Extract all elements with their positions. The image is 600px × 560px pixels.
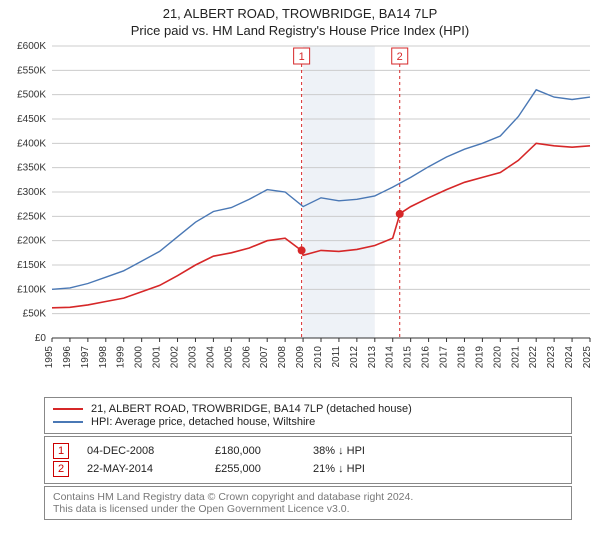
chart-title-line2: Price paid vs. HM Land Registry's House … (0, 23, 600, 38)
chart-title-line1: 21, ALBERT ROAD, TROWBRIDGE, BA14 7LP (0, 6, 600, 21)
x-tick-label: 2008 (277, 346, 288, 369)
x-tick-label: 2005 (223, 346, 234, 369)
x-tick-label: 2016 (421, 346, 432, 369)
y-tick-label: £50K (23, 309, 47, 320)
chart-area: £0 £50K £100K £150K £200K £250K £300K £350K £400… (0, 38, 600, 393)
y-tick-label: £600K (17, 41, 46, 52)
x-tick-label: 2012 (349, 346, 360, 369)
legend-item: HPI: Average price, detached house, Wilt… (53, 416, 563, 428)
x-tick-label: 2006 (241, 346, 252, 369)
x-tick-label: 2018 (456, 346, 467, 369)
event-delta: 21% ↓ HPI (313, 463, 413, 475)
x-tick-label: 2021 (510, 346, 521, 369)
event-price: £255,000 (215, 463, 295, 475)
legend-label: HPI: Average price, detached house, Wilt… (91, 416, 315, 428)
y-tick-label: £400K (17, 138, 46, 149)
legend-item: 21, ALBERT ROAD, TROWBRIDGE, BA14 7LP (d… (53, 403, 563, 415)
y-tick-label: £100K (17, 284, 46, 295)
footer-line1: Contains HM Land Registry data © Crown c… (53, 491, 563, 503)
y-tick-label: £200K (17, 236, 46, 247)
x-tick-label: 2014 (385, 346, 396, 369)
legend-box: 21, ALBERT ROAD, TROWBRIDGE, BA14 7LP (d… (44, 397, 572, 434)
x-tick-label: 2017 (439, 346, 450, 369)
x-tick-label: 2002 (170, 346, 181, 369)
x-tick-label: 2013 (367, 346, 378, 369)
x-tick-label: 2000 (134, 346, 145, 369)
legend-swatch (53, 421, 83, 423)
event-date: 22-MAY-2014 (87, 463, 197, 475)
y-tick-label: £150K (17, 260, 46, 271)
line-chart-svg: £0 £50K £100K £150K £200K £250K £300K £350K £400… (0, 38, 600, 388)
event-price: £180,000 (215, 445, 295, 457)
event-point (298, 246, 306, 254)
x-tick-label: 2019 (474, 346, 485, 369)
x-tick-label: 2024 (564, 346, 575, 369)
y-tick-label: £300K (17, 187, 46, 198)
legend-label: 21, ALBERT ROAD, TROWBRIDGE, BA14 7LP (d… (91, 403, 412, 415)
x-tick-label: 2022 (528, 346, 539, 369)
footer-line2: This data is licensed under the Open Gov… (53, 503, 563, 515)
x-tick-label: 1998 (98, 346, 109, 369)
chart-bg (0, 38, 600, 388)
events-box: 1 04-DEC-2008 £180,000 38% ↓ HPI 2 22-MA… (44, 436, 572, 484)
y-tick-label: £250K (17, 211, 46, 222)
event-marker-icon: 2 (53, 461, 69, 477)
x-tick-label: 2015 (403, 346, 414, 369)
x-tick-label: 2001 (152, 346, 163, 369)
y-tick-label: £450K (17, 114, 46, 125)
x-tick-label: 2009 (295, 346, 306, 369)
y-tick-label: £550K (17, 65, 46, 76)
footer-box: Contains HM Land Registry data © Crown c… (44, 486, 572, 520)
y-tick-label: £350K (17, 163, 46, 174)
x-tick-label: 2025 (582, 346, 593, 369)
x-tick-label: 2011 (331, 346, 342, 368)
chart-title-block: 21, ALBERT ROAD, TROWBRIDGE, BA14 7LP Pr… (0, 0, 600, 38)
event-point (396, 210, 404, 218)
x-tick-label: 1997 (80, 346, 91, 369)
event-row: 2 22-MAY-2014 £255,000 21% ↓ HPI (53, 461, 563, 477)
x-tick-label: 1996 (62, 346, 73, 369)
x-tick-label: 2004 (205, 346, 216, 369)
x-tick-label: 2003 (187, 346, 198, 369)
legend-swatch (53, 408, 83, 410)
x-tick-label: 2023 (546, 346, 557, 369)
y-tick-label: £500K (17, 90, 46, 101)
x-tick-label: 2007 (259, 346, 270, 369)
page-root: 21, ALBERT ROAD, TROWBRIDGE, BA14 7LP Pr… (0, 0, 600, 560)
event-label-text: 1 (299, 51, 305, 63)
x-tick-label: 1999 (116, 346, 127, 369)
y-tick-label: £0 (35, 333, 47, 344)
event-date: 04-DEC-2008 (87, 445, 197, 457)
event-delta: 38% ↓ HPI (313, 445, 413, 457)
x-tick-label: 2020 (492, 346, 503, 369)
x-tick-label: 1995 (44, 346, 55, 369)
event-row: 1 04-DEC-2008 £180,000 38% ↓ HPI (53, 443, 563, 459)
event-label-text: 2 (397, 51, 403, 63)
event-marker-icon: 1 (53, 443, 69, 459)
x-tick-label: 2010 (313, 346, 324, 369)
